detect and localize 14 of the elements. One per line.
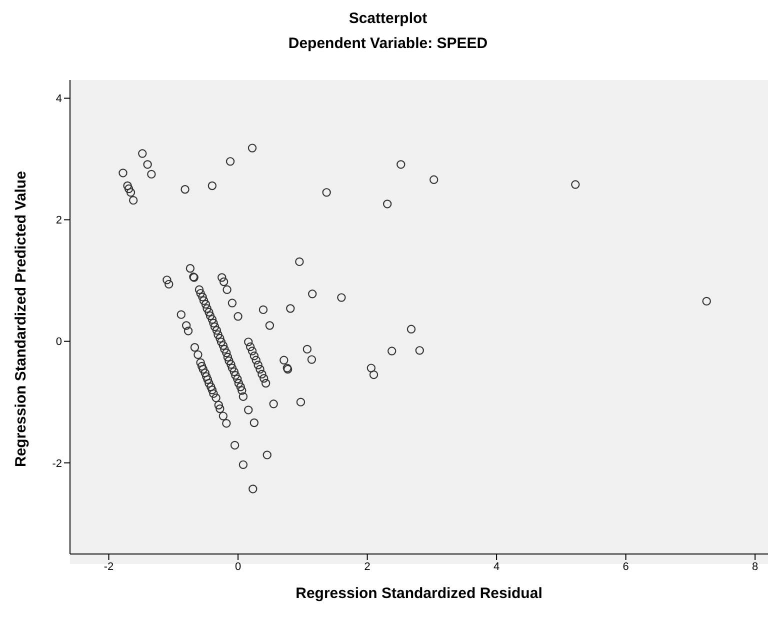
chart-title: Scatterplot bbox=[348, 10, 428, 27]
y-tick-label: 0 bbox=[56, 336, 62, 348]
x-tick-label: 6 bbox=[622, 560, 629, 573]
x-axis-title: Regression Standardized Residual bbox=[296, 585, 542, 602]
chart-subtitle: Dependent Variable: SPEED bbox=[287, 35, 489, 52]
y-axis-title: Regression Standardized Predicted Value bbox=[12, 171, 30, 467]
y-tick-label: 2 bbox=[56, 214, 62, 227]
x-tick-label: 0 bbox=[234, 560, 242, 573]
x-tick-label: 8 bbox=[752, 560, 758, 573]
y-tick-label: -2 bbox=[52, 458, 62, 470]
y-tick-label: 4 bbox=[56, 93, 62, 106]
x-tick-label: 2 bbox=[364, 560, 370, 573]
x-tick-label: 4 bbox=[493, 560, 500, 573]
x-tick-label: -2 bbox=[104, 560, 114, 573]
